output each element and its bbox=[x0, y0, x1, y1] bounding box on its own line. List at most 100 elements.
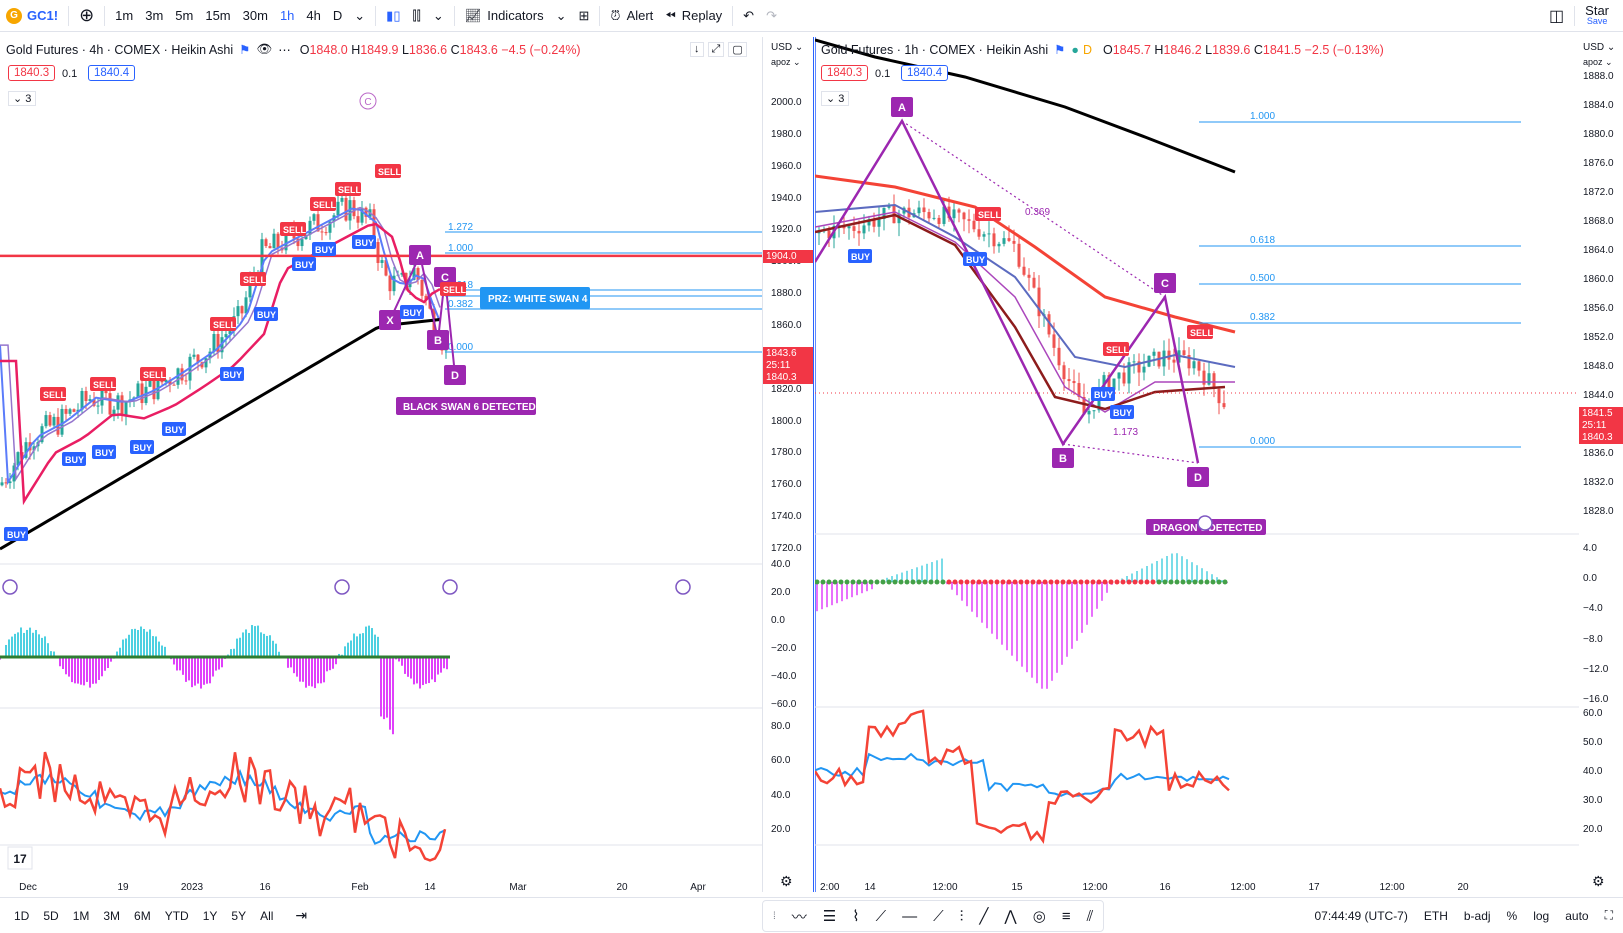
replay-button[interactable]: ⏪︎ Replay bbox=[659, 0, 728, 32]
left-buy-tag-label: BUY bbox=[65, 455, 84, 465]
head-shoulders-icon[interactable]: ⋀ bbox=[1004, 908, 1017, 925]
right-ask-box[interactable]: 1840.4 bbox=[901, 65, 949, 81]
symbol-search[interactable]: G GC1! bbox=[0, 0, 64, 32]
right-date-tick: 14 bbox=[864, 882, 876, 892]
left-settings-gear-icon[interactable]: ⚙ bbox=[780, 873, 793, 889]
right-point-b-label: B bbox=[1059, 453, 1067, 465]
fib-channel-icon[interactable]: ≡ bbox=[1061, 907, 1071, 925]
redo-icon[interactable]: ↷ bbox=[766, 7, 777, 23]
interval-3m[interactable]: 3m bbox=[145, 8, 164, 23]
right-fib-label: 0.000 bbox=[1250, 436, 1275, 447]
interval-5m[interactable]: 5m bbox=[175, 8, 194, 23]
interval-1m[interactable]: 1m bbox=[115, 8, 134, 23]
right-bid-box[interactable]: 1840.3 bbox=[821, 65, 869, 81]
range-1m[interactable]: 1M bbox=[72, 908, 90, 923]
left-price-axis[interactable]: USD ⌄ apoz ⌄ 2000.0 1980.0 1960.0 1940.0 192… bbox=[763, 37, 814, 892]
right-candle-body bbox=[1107, 375, 1111, 390]
pattern-tool-icon[interactable]: 〰 bbox=[791, 908, 807, 926]
left-eye-icon[interactable]: 👁︎ bbox=[256, 42, 273, 56]
gann-fan-icon[interactable]: ◎ bbox=[1032, 908, 1046, 925]
left-arrow-down-icon[interactable]: ↓ bbox=[690, 42, 704, 57]
right-osc1-zero-dot bbox=[1036, 579, 1042, 585]
range-ytd[interactable]: YTD bbox=[164, 908, 189, 923]
pitchfork-icon[interactable]: ⫶ bbox=[959, 907, 964, 925]
chart-type-icon[interactable]: ⫿⫿ bbox=[412, 7, 421, 23]
interval-4h[interactable]: 4h bbox=[306, 8, 321, 23]
left-bid-box[interactable]: 1840.3 bbox=[8, 65, 56, 81]
right-price-tick: 1880.0 bbox=[1583, 129, 1614, 140]
percent-toggle[interactable]: % bbox=[1506, 908, 1518, 923]
left-more-icon[interactable]: ⋯ bbox=[278, 43, 291, 57]
right-chart-title[interactable]: Gold Futures · 1h · COMEX · Heikin Ashi bbox=[821, 42, 1049, 57]
star-save-button[interactable]: Star Save bbox=[1579, 0, 1623, 32]
left-ask-box[interactable]: 1840.4 bbox=[88, 65, 136, 81]
candles-icon[interactable]: ▮▯ bbox=[386, 7, 401, 23]
range-6m[interactable]: 6M bbox=[134, 908, 151, 923]
range-5d[interactable]: 5D bbox=[43, 908, 59, 923]
auto-toggle[interactable]: auto bbox=[1565, 908, 1589, 923]
interval-30m[interactable]: 30m bbox=[242, 8, 268, 23]
range-1y[interactable]: 1Y bbox=[202, 908, 218, 923]
interval-dropdown-chevron-icon[interactable]: ⌄ bbox=[354, 7, 366, 23]
left-prz-label: PRZ: WHITE SWAN 4 bbox=[488, 294, 588, 305]
compare-add-icon[interactable]: ⊕ bbox=[79, 5, 95, 25]
left-osc2-tick: 80.0 bbox=[771, 721, 791, 732]
left-candle-body bbox=[356, 216, 360, 223]
right-candle-body bbox=[857, 230, 861, 234]
indicators-chevron-icon[interactable]: ⌄ bbox=[555, 7, 567, 23]
trend-line-icon[interactable]: ╱ bbox=[979, 908, 989, 925]
interval-d[interactable]: D bbox=[332, 8, 343, 23]
left-event-marker-icon bbox=[334, 579, 350, 595]
left-maximize-icon[interactable]: ⤢ bbox=[707, 42, 725, 57]
left-sell-tag-label: SELL bbox=[378, 167, 402, 177]
xabcd-pattern-icon[interactable]: ⌇ bbox=[852, 908, 860, 925]
ray-icon[interactable]: ⟋ bbox=[933, 907, 944, 925]
clock-time[interactable]: 07:44:49 (UTC-7) bbox=[1314, 908, 1408, 923]
goto-date-icon[interactable]: ⇥ bbox=[295, 907, 308, 923]
drag-handle-icon[interactable]: ⁞ bbox=[773, 910, 776, 922]
interval-15m[interactable]: 15m bbox=[205, 8, 231, 23]
left-collapse-toggle[interactable]: ⌄ 3 bbox=[8, 91, 37, 106]
left-buy-tag-box bbox=[130, 440, 154, 454]
right-settings-gear-icon[interactable]: ⚙ bbox=[1592, 873, 1605, 889]
fullscreen-icon[interactable]: ⛶ bbox=[1604, 908, 1613, 922]
indicators-button[interactable]: 📈︎ Indicators bbox=[459, 0, 550, 32]
right-candle-body bbox=[947, 206, 951, 219]
session-toggle[interactable]: ETH bbox=[1423, 908, 1448, 923]
right-price-axis[interactable]: USD ⌄ apoz ⌄ 1888.0 1884.0 1880.0 1876.0 187… bbox=[1579, 37, 1623, 892]
templates-grid-icon[interactable]: ⊞ bbox=[578, 7, 590, 23]
fib-retracement-icon[interactable]: ☰ bbox=[822, 908, 837, 925]
range-5y[interactable]: 5Y bbox=[231, 908, 247, 923]
chart-type-chevron-icon[interactable]: ⌄ bbox=[432, 7, 444, 23]
right-chart-canvas[interactable]: 1.000 0.618 0.500 0.382 0.000 0.369 1.173 A B C D D… bbox=[815, 37, 1579, 892]
right-candle-body bbox=[927, 212, 931, 219]
right-candle-body bbox=[1052, 334, 1056, 348]
left-candle-body bbox=[200, 362, 204, 368]
right-chart-pane[interactable]: 1.000 0.618 0.500 0.382 0.000 0.369 1.173 A B C D D… bbox=[815, 37, 1579, 892]
left-buy-tag-box bbox=[62, 452, 86, 466]
left-fullscreen-icon[interactable]: ▢ bbox=[728, 42, 747, 57]
right-osc1-zero-dot bbox=[850, 579, 856, 585]
left-chart-title[interactable]: Gold Futures · 4h · COMEX · Heikin Ashi bbox=[6, 42, 234, 57]
range-all[interactable]: All bbox=[260, 908, 274, 923]
left-candle-body bbox=[148, 380, 152, 387]
adjustment-toggle[interactable]: b-adj bbox=[1463, 908, 1491, 923]
layout-split-icon[interactable]: ◫ bbox=[1549, 7, 1565, 25]
right-event-marker-icon bbox=[1197, 515, 1213, 531]
range-1d[interactable]: 1D bbox=[14, 908, 30, 923]
interval-1h[interactable]: 1h bbox=[279, 8, 295, 23]
range-3m[interactable]: 3M bbox=[103, 908, 121, 923]
parallel-channel-icon[interactable]: ⫽ bbox=[1086, 907, 1094, 925]
left-sell-tag-label: SELL bbox=[338, 185, 362, 195]
left-candle-body bbox=[32, 446, 36, 451]
undo-icon[interactable]: ↶ bbox=[743, 7, 755, 23]
alert-button[interactable]: ⏰︎ Alert bbox=[604, 0, 659, 32]
right-candle-body bbox=[1172, 359, 1176, 363]
trend-angle-icon[interactable]: ⟋ bbox=[875, 907, 887, 925]
left-flag-icon: ⚑ bbox=[239, 43, 251, 57]
horizontal-line-icon[interactable]: — bbox=[902, 907, 918, 925]
log-toggle[interactable]: log bbox=[1533, 908, 1550, 923]
right-collapse-toggle[interactable]: ⌄ 3 bbox=[821, 91, 850, 106]
